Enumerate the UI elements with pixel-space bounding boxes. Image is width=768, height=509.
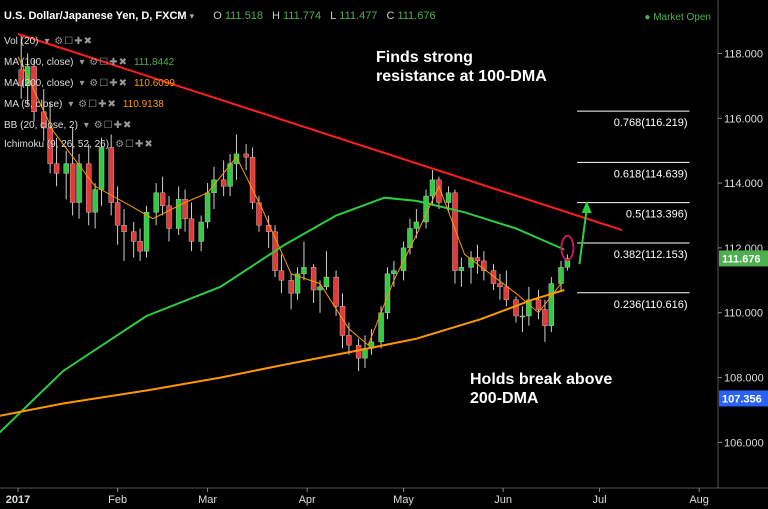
candle-body xyxy=(519,315,526,318)
candle-body xyxy=(452,192,458,271)
series-ma100-line xyxy=(0,196,565,434)
x-tick-label: Mar xyxy=(198,494,217,506)
resistance-trendline xyxy=(17,33,623,232)
y-tick-label: 108.000 xyxy=(724,373,764,385)
x-tick-label: Jun xyxy=(494,494,512,506)
candle-body xyxy=(468,257,474,268)
candle-body xyxy=(481,260,487,271)
x-tick-label: Feb xyxy=(108,494,127,506)
candle-body xyxy=(204,192,211,223)
candle-body xyxy=(98,147,105,190)
candle-body xyxy=(159,192,166,206)
candle-body xyxy=(288,280,294,294)
touch-highlight-circle xyxy=(560,234,575,261)
candle-body xyxy=(114,202,121,226)
x-tick-label: Aug xyxy=(689,494,709,506)
candle-body xyxy=(227,163,233,187)
candle-body xyxy=(220,179,227,187)
candle-body xyxy=(63,163,69,174)
candle-body xyxy=(182,199,188,219)
candle-body xyxy=(137,241,143,252)
candle-body xyxy=(333,276,339,307)
candle-body xyxy=(233,153,240,164)
candle-body xyxy=(188,218,195,242)
fib-level-label: 0.382(112.153) xyxy=(614,249,688,261)
series-ma200-line xyxy=(0,289,565,417)
y-tick-label: 118.000 xyxy=(724,48,763,60)
grid-layer xyxy=(0,0,768,489)
candle-body xyxy=(346,335,352,346)
candle-body xyxy=(53,163,60,174)
y-tick-label: 114.000 xyxy=(724,178,763,190)
breakout-arrow-shaft xyxy=(578,208,588,265)
y-tick-label: 106.000 xyxy=(724,437,764,449)
price-badge-label: 107.356 xyxy=(722,393,762,405)
price-axis: 106.000108.000110.000112.000114.000116.0… xyxy=(718,48,768,449)
candle-body xyxy=(85,163,92,213)
price-badge-label: 111.676 xyxy=(722,253,761,265)
x-tick-label: Apr xyxy=(299,494,316,506)
candle-body xyxy=(153,192,159,213)
candle-body xyxy=(526,299,532,317)
candle-body xyxy=(76,163,82,203)
candle-body xyxy=(400,247,407,271)
candle-body xyxy=(301,267,307,275)
candle-body xyxy=(564,258,571,268)
price-badge xyxy=(719,250,768,267)
candle-body xyxy=(503,286,510,300)
candle-body xyxy=(143,212,150,252)
fib-level-label: 0.236(110.616) xyxy=(614,299,688,311)
series-ma5-line xyxy=(17,56,562,346)
candle-body xyxy=(130,231,137,242)
candle-body xyxy=(47,127,53,164)
candle-body xyxy=(198,221,204,242)
candle-body xyxy=(243,153,249,158)
candle-body xyxy=(548,283,555,326)
candle-body xyxy=(384,273,391,313)
candle-body xyxy=(474,257,481,262)
candle-body xyxy=(294,273,301,294)
y-tick-label: 116.000 xyxy=(724,113,763,125)
candle-body xyxy=(249,156,256,203)
y-tick-label: 110.000 xyxy=(724,308,763,320)
candle-body xyxy=(211,179,217,194)
candle-body xyxy=(69,163,76,203)
candle-body xyxy=(490,270,497,284)
annotation-marks xyxy=(17,33,623,265)
candle-body xyxy=(535,299,542,310)
candle-body xyxy=(542,309,548,326)
candle-body xyxy=(31,66,37,112)
candle-body xyxy=(558,267,564,284)
candle-body xyxy=(323,276,330,288)
candle-body xyxy=(92,189,98,213)
fib-level-label: 0.618(114.639) xyxy=(614,168,688,180)
candle-body xyxy=(310,267,317,291)
x-tick-label: Jul xyxy=(593,494,607,506)
candle-body xyxy=(513,299,519,317)
fib-level-label: 0.768(116.219) xyxy=(614,117,688,129)
breakout-arrow-head xyxy=(581,201,592,214)
price-badge xyxy=(719,390,768,407)
candlestick-series xyxy=(18,34,571,372)
moving-average-lines xyxy=(0,56,565,434)
candle-body xyxy=(121,225,127,232)
x-tick-label: May xyxy=(393,494,414,506)
candle-body xyxy=(278,270,285,281)
fib-level-label: 0.5(113.396) xyxy=(626,209,688,221)
candle-body xyxy=(445,192,452,203)
candle-body xyxy=(497,283,503,288)
candle-body xyxy=(413,221,420,229)
candle-body xyxy=(18,69,24,87)
candle-body xyxy=(429,179,436,197)
fibonacci-levels: 0.768(116.219) 0.618(114.639) 0.5(113.396)… xyxy=(577,110,690,311)
candle-body xyxy=(339,306,346,336)
candle-body xyxy=(391,270,397,275)
candle-body xyxy=(175,199,182,229)
x-tick-label: 2017 xyxy=(6,494,30,506)
candle-body xyxy=(166,205,172,229)
candle-body xyxy=(108,147,114,203)
time-axis: 2017 Feb Mar Apr May Jun Jul Aug xyxy=(6,488,709,506)
candle-body xyxy=(458,267,465,271)
